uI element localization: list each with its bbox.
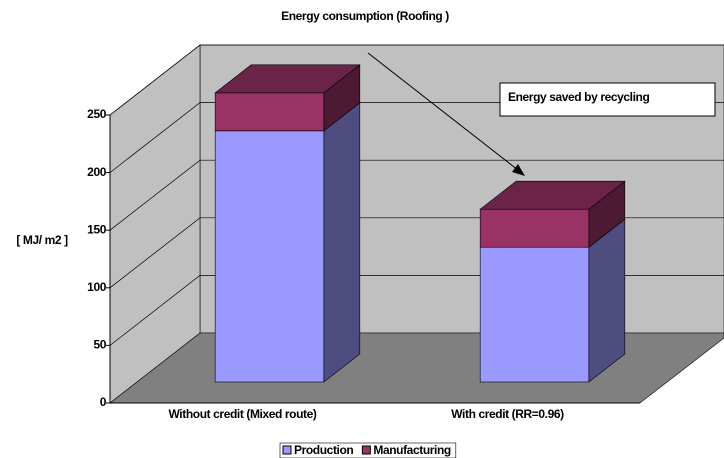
bar-front <box>479 246 590 383</box>
arrow-head <box>512 164 525 176</box>
floor <box>109 332 724 404</box>
bar <box>214 64 361 132</box>
legend-swatch <box>361 445 371 455</box>
x-tick-label: With credit (RR=0.96) <box>451 407 564 421</box>
bar-side <box>588 218 626 383</box>
legend-swatch <box>282 445 292 455</box>
grid-line <box>109 159 724 231</box>
bar-front <box>214 130 325 383</box>
bar <box>214 102 361 383</box>
y-tick-label: 200 <box>87 165 107 179</box>
y-tick-label: 100 <box>87 280 107 294</box>
bar-top <box>214 64 361 94</box>
y-axis-label: [ MJ/ m2 ] <box>16 233 68 247</box>
bar-front <box>479 208 590 248</box>
legend-label: Manufacturing <box>373 443 451 457</box>
y-tick-label: 0 <box>100 395 107 409</box>
annotation-box <box>499 82 716 117</box>
bar-side <box>323 102 361 383</box>
legend-box <box>279 442 457 458</box>
arrow <box>367 52 519 171</box>
grid-line <box>109 44 724 116</box>
bar-front <box>214 92 325 132</box>
chart-title: Energy consumption (Roofing ) <box>281 9 449 23</box>
x-tick-label: Without credit (Mixed route) <box>168 407 316 421</box>
legend-label: Production <box>294 443 353 457</box>
bar-top <box>479 180 626 210</box>
y-tick-label: 150 <box>87 222 107 236</box>
annotation: Energy saved by recycling <box>508 90 649 104</box>
y-tick-label: 50 <box>93 338 106 352</box>
bar <box>479 218 626 383</box>
bar <box>479 180 626 248</box>
y-tick-label: 250 <box>87 107 107 121</box>
